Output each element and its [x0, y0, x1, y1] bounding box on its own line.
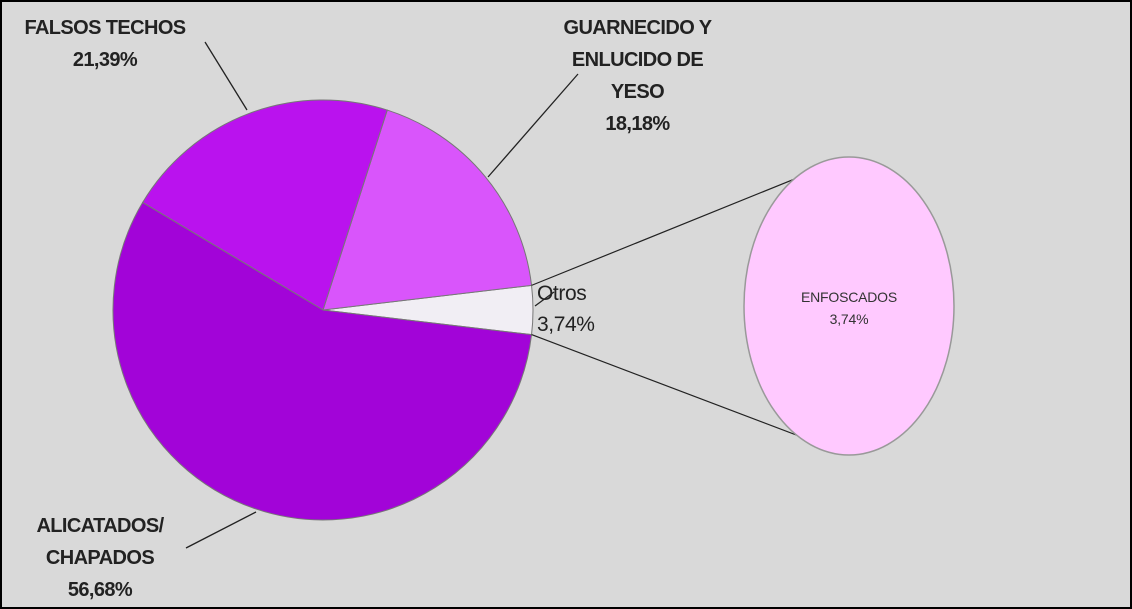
leader-line	[204, 41, 248, 111]
value-label: 18,18%	[605, 113, 670, 135]
value-label: 3,74%	[537, 313, 595, 336]
category-label: ALICATADOS/ CHAPADOS	[36, 515, 164, 569]
data-label: ALICATADOS/ CHAPADOS 56,68%	[30, 510, 170, 606]
pie-slice	[112, 201, 533, 521]
leader-line	[185, 511, 257, 549]
category-label: Otros	[537, 282, 587, 305]
secondary-pie-slice	[743, 156, 955, 456]
data-label: GUARNECIDO Y ENLUCIDO DE YESO 18,18%	[560, 12, 715, 140]
category-label: GUARNECIDO Y ENLUCIDO DE YESO	[563, 17, 712, 103]
value-label: 56,68%	[67, 579, 133, 601]
category-label: FALSOS TECHOS	[24, 17, 186, 39]
value-label: 21,39%	[72, 49, 138, 71]
data-label: Otros 3,74%	[537, 278, 657, 340]
pie-slice	[141, 99, 388, 311]
data-label: FALSOS TECHOS 21,39%	[5, 12, 205, 76]
leader-line	[534, 291, 555, 307]
plot	[112, 41, 955, 549]
category-label: ENFOSCADOS	[800, 289, 897, 305]
pie-slice	[322, 109, 533, 311]
value-label: 3,74%	[829, 311, 869, 327]
data-label: ENFOSCADOS 3,74%	[759, 286, 939, 330]
leader-line	[487, 73, 579, 178]
